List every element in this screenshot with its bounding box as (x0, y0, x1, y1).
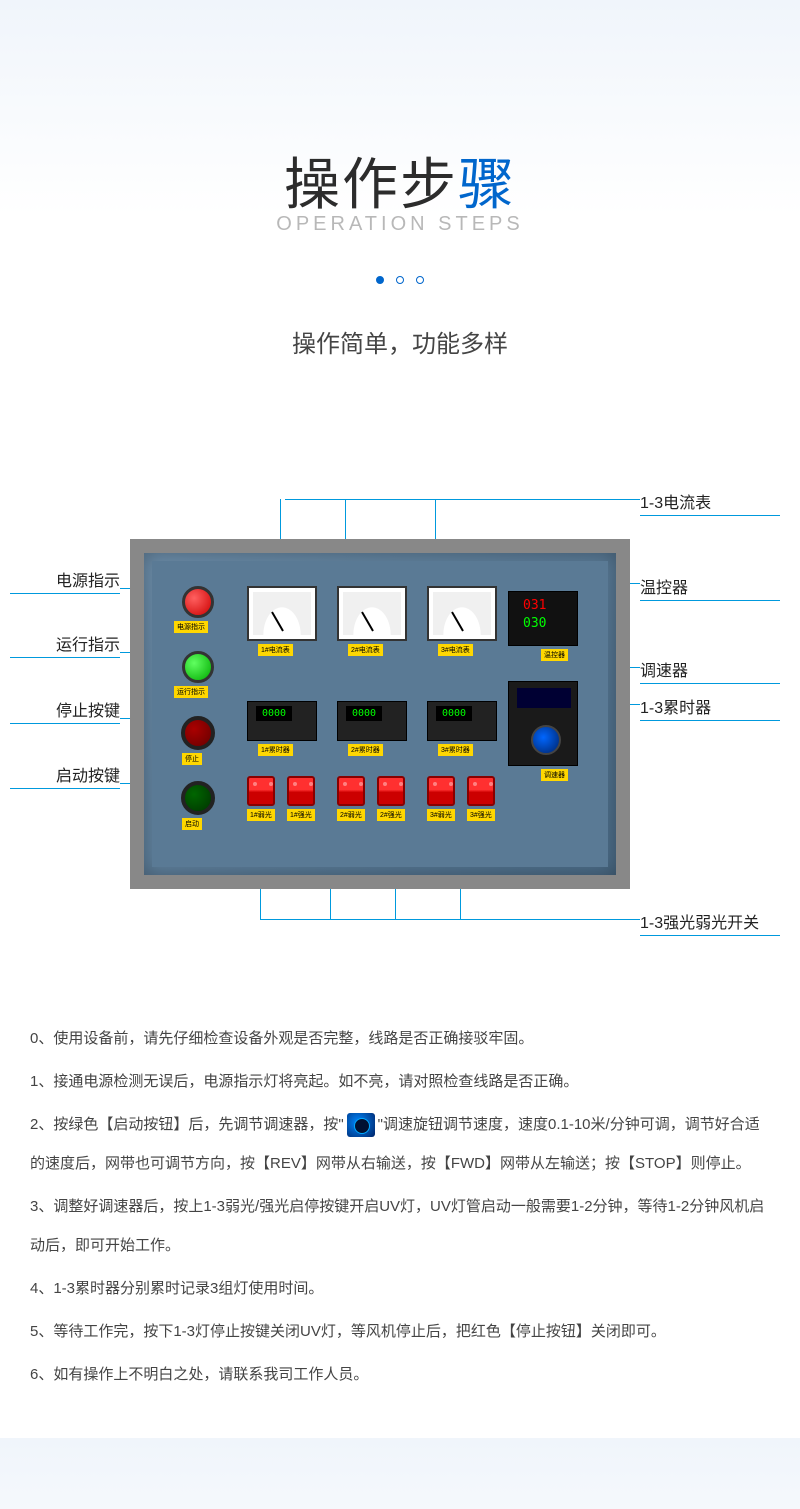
rocker-6-icon (467, 776, 495, 806)
callout-label: 运行指示 (10, 631, 120, 658)
rocker-2-label: 1#强光 (287, 809, 315, 821)
timer-3-icon (427, 701, 497, 741)
header: 操作步骤 OPERATION STEPS 操作简单，功能多样 (0, 0, 800, 479)
title-black: 操作步 (284, 153, 458, 216)
temp-label: 温控器 (541, 649, 568, 661)
power-label: 电源指示 (174, 621, 208, 633)
callout-label: 1-3累时器 (640, 694, 780, 721)
knob-icon (347, 1113, 375, 1137)
callout-label: 调速器 (640, 657, 780, 684)
ammeter-1-icon (247, 586, 317, 641)
start-button-icon (181, 781, 215, 815)
start-label: 启动 (182, 818, 202, 830)
ammeter-3-label: 3#电流表 (438, 644, 473, 656)
dot-icon (416, 276, 424, 284)
subtitle: 操作简单，功能多样 (20, 324, 780, 359)
ammeter-3-icon (427, 586, 497, 641)
run-label: 运行指示 (174, 686, 208, 698)
callout-label: 温控器 (640, 574, 780, 601)
callout-label: 1-3强光弱光开关 (640, 909, 780, 936)
power-indicator-icon (182, 586, 214, 618)
rocker-5-label: 3#弱光 (427, 809, 455, 821)
step-text: 0、使用设备前，请先仔细检查设备外观是否完整，线路是否正确接驳牢固。 (30, 1019, 770, 1058)
dot-icon (396, 276, 404, 284)
step-text: 6、如有操作上不明白之处，请联系我司工作人员。 (30, 1355, 770, 1394)
stop-button-icon (181, 716, 215, 750)
speed-label: 调速器 (541, 769, 568, 781)
callout-label: 启动按键 (10, 762, 120, 789)
temp-controller-icon (508, 591, 578, 646)
control-panel-diagram: 电源指示运行指示停止按键启动按键 1-3电流表温控器调速器1-3累时器1-3强光… (0, 479, 800, 979)
dot-icon (376, 276, 384, 284)
rocker-1-label: 1#弱光 (247, 809, 275, 821)
rocker-4-label: 2#强光 (377, 809, 405, 821)
rocker-3-label: 2#弱光 (337, 809, 365, 821)
timer-1-icon (247, 701, 317, 741)
stop-label: 停止 (182, 753, 202, 765)
timer-3-label: 3#累时器 (438, 744, 473, 756)
speed-controller-icon (508, 681, 578, 766)
ammeter-2-label: 2#电流表 (348, 644, 383, 656)
control-panel: 电源指示 运行指示 停止 启动 1#电流表 2#电流表 3#电流表 1#累时器 … (130, 539, 630, 889)
callout-line (260, 919, 640, 920)
operation-steps-text: 0、使用设备前，请先仔细检查设备外观是否完整，线路是否正确接驳牢固。 1、接通电源… (0, 979, 800, 1438)
panel-inner: 电源指示 运行指示 停止 启动 1#电流表 2#电流表 3#电流表 1#累时器 … (152, 561, 608, 867)
step-text: 1、接通电源检测无误后，电源指示灯将亮起。如不亮，请对照检查线路是否正确。 (30, 1062, 770, 1101)
step-text: 4、1-3累时器分别累时记录3组灯使用时间。 (30, 1269, 770, 1308)
timer-1-label: 1#累时器 (258, 744, 293, 756)
rocker-2-icon (287, 776, 315, 806)
rocker-4-icon (377, 776, 405, 806)
title-english: OPERATION STEPS (20, 213, 780, 236)
ammeter-2-icon (337, 586, 407, 641)
step-text: 2、按绿色【启动按钮】后，先调节调速器，按""调速旋钮调节速度，速度0.1-10… (30, 1105, 770, 1183)
rocker-6-label: 3#强光 (467, 809, 495, 821)
callout-label: 停止按键 (10, 697, 120, 724)
callout-line (285, 499, 640, 500)
callout-label: 电源指示 (10, 567, 120, 594)
title-blue: 骤 (458, 153, 516, 216)
timer-2-label: 2#累时器 (348, 744, 383, 756)
title-chinese: 操作步骤 (20, 140, 780, 221)
rocker-1-icon (247, 776, 275, 806)
rocker-3-icon (337, 776, 365, 806)
run-indicator-icon (182, 651, 214, 683)
callout-label: 1-3电流表 (640, 489, 780, 516)
decorative-dots (20, 276, 780, 284)
ammeter-1-label: 1#电流表 (258, 644, 293, 656)
step-text: 5、等待工作完，按下1-3灯停止按键关闭UV灯，等风机停止后，把红色【停止按钮】… (30, 1312, 770, 1351)
rocker-5-icon (427, 776, 455, 806)
step-text: 3、调整好调速器后，按上1-3弱光/强光启停按键开启UV灯，UV灯管启动一般需要… (30, 1187, 770, 1265)
timer-2-icon (337, 701, 407, 741)
